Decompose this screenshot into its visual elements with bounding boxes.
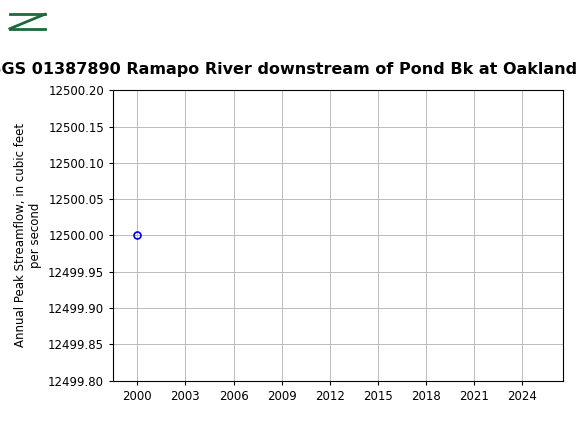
Text: USGS 01387890 Ramapo River downstream of Pond Bk at Oakland NJ: USGS 01387890 Ramapo River downstream of…	[0, 62, 580, 77]
Text: USGS: USGS	[53, 12, 117, 31]
Bar	[7, 5, 48, 38]
Y-axis label: Annual Peak Streamflow, in cubic feet
per second: Annual Peak Streamflow, in cubic feet pe…	[14, 123, 42, 347]
